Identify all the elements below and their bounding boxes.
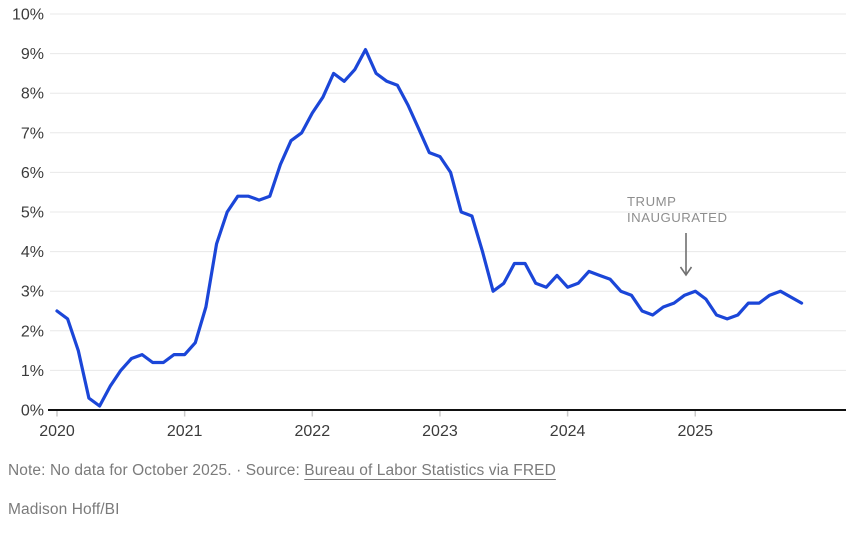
- chart-canvas: 0% 1% 2% 3% 4% 5% 6% 7% 8% 9% 10% 2020 2021 2022 2023…: [12, 7, 846, 440]
- y-tick-label: 10%: [12, 7, 44, 24]
- x-tick-label: 2020: [39, 423, 75, 440]
- y-axis-labels: 0% 1% 2% 3% 4% 5% 6% 7% 8% 9% 10%: [12, 7, 44, 420]
- x-tick-label: 2024: [550, 423, 586, 440]
- arrow-down-icon: [679, 233, 693, 277]
- chart-footnote: Note: No data for October 2025. · Source…: [8, 462, 556, 480]
- x-tick-label: 2023: [422, 423, 458, 440]
- inflation-line: [55, 47, 804, 408]
- y-tick-label: 2%: [21, 323, 44, 340]
- gridlines: [50, 13, 846, 371]
- annotation-label-line1: TRUMP: [627, 194, 676, 209]
- y-tick-label: 5%: [21, 205, 44, 222]
- y-tick-label: 7%: [21, 125, 44, 142]
- author-credit: Madison Hoff/BI: [8, 501, 120, 518]
- x-axis: [48, 409, 846, 417]
- y-tick-label: 1%: [21, 363, 44, 380]
- y-tick-label: 0%: [21, 403, 44, 420]
- y-tick-label: 4%: [21, 244, 44, 261]
- annotation-label-line2: INAUGURATED: [627, 210, 728, 225]
- y-tick-label: 9%: [21, 46, 44, 63]
- x-tick-label: 2025: [677, 423, 713, 440]
- y-tick-label: 3%: [21, 284, 44, 301]
- x-tick-label: 2022: [295, 423, 331, 440]
- x-tick-label: 2021: [167, 423, 203, 440]
- note-text: Note: No data for October 2025. · Source…: [8, 462, 305, 479]
- y-tick-label: 6%: [21, 165, 44, 182]
- trump-inaugurated-annotation: TRUMP INAUGURATED: [627, 194, 728, 277]
- source-link[interactable]: Bureau of Labor Statistics via FRED: [304, 462, 556, 479]
- x-axis-labels: 2020 2021 2022 2023 2024 2025: [39, 423, 713, 440]
- inflation-line-series: [55, 47, 804, 408]
- y-tick-label: 8%: [21, 86, 44, 103]
